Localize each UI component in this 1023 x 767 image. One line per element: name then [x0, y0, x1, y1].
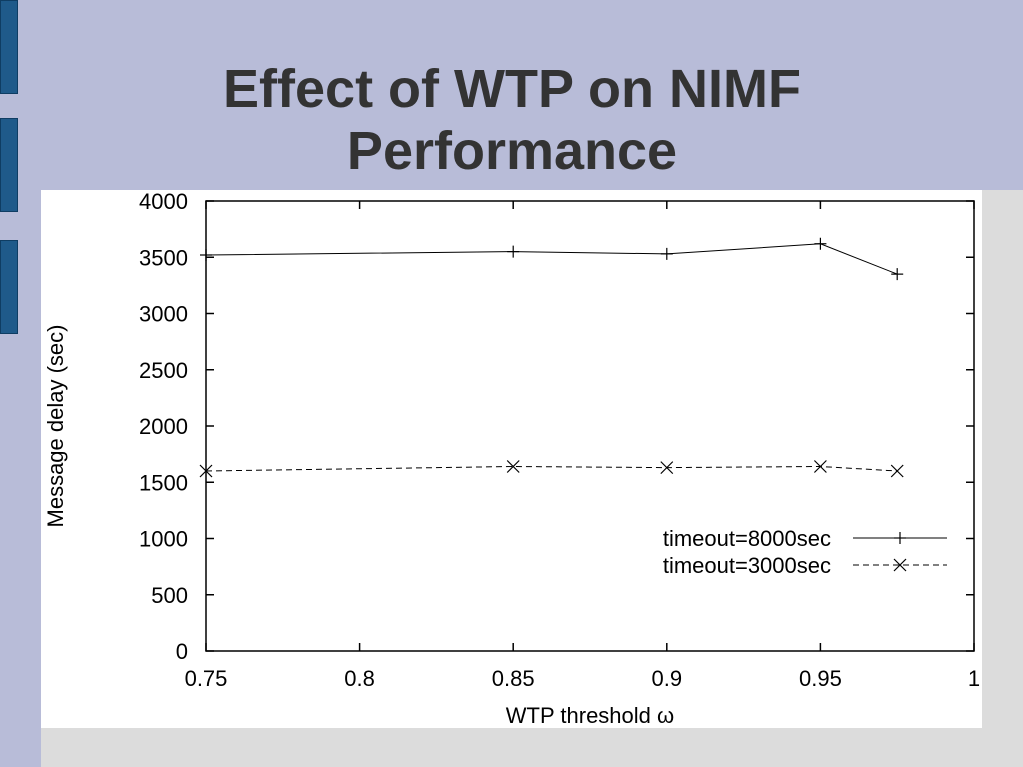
axis-ticks: 0 500 1000 1500 2000 2500 3000 3500 4000 0.75 0.8 0… [139, 189, 980, 691]
series-line [205, 465, 898, 472]
legend-marker [893, 558, 907, 572]
x-tick-label: 0.85 [492, 666, 535, 691]
side-tab-3 [0, 240, 18, 334]
data-point-marker [890, 464, 904, 478]
right-background-band [982, 190, 1023, 728]
legend-label: timeout=8000sec [663, 526, 831, 551]
side-tab-2 [0, 118, 18, 212]
y-tick-label: 1000 [139, 527, 188, 552]
slide-title-line-1: Effect of WTP on NIMF [223, 59, 801, 119]
legend-label: timeout=3000sec [663, 553, 831, 578]
x-tick-label: 1 [968, 666, 980, 691]
x-tick-label: 0.9 [652, 666, 683, 691]
slide-title-line-2: Performance [346, 121, 678, 181]
x-tick-label: 0.95 [799, 666, 842, 691]
footer-background-band [41, 728, 1023, 767]
slide-title: Effect of WTP on NIMF Performance [150, 58, 874, 182]
y-tick-label: 3000 [139, 302, 188, 327]
y-axis-label: Message delay (sec) [43, 325, 68, 528]
side-tab-1 [0, 0, 18, 94]
data-point-marker [199, 464, 213, 478]
x-tick-label: 0.8 [344, 666, 375, 691]
series-line [205, 243, 898, 275]
y-tick-label: 3500 [139, 245, 188, 270]
y-tick-label: 2500 [139, 358, 188, 383]
x-axis-label: WTP threshold ω [506, 703, 674, 728]
chart-panel: 0 500 1000 1500 2000 2500 3000 3500 4000 0.75 0.8 0… [41, 189, 982, 728]
y-tick-label: 4000 [139, 190, 188, 214]
y-tick-label: 2000 [139, 414, 188, 439]
data-point-marker [813, 460, 827, 473]
y-tick-label: 1500 [139, 470, 188, 495]
line-chart: 0 500 1000 1500 2000 2500 3000 3500 4000 0.75 0.8 0… [43, 189, 980, 728]
plot-frame [205, 200, 975, 652]
data-point-marker [506, 460, 520, 473]
x-tick-label: 0.75 [185, 666, 228, 691]
series-1 [200, 237, 904, 281]
y-tick-label: 0 [176, 639, 188, 664]
y-tick-label: 500 [151, 583, 188, 608]
series-2 [199, 460, 904, 478]
data-point-marker [660, 461, 674, 475]
series-layer [199, 237, 904, 478]
